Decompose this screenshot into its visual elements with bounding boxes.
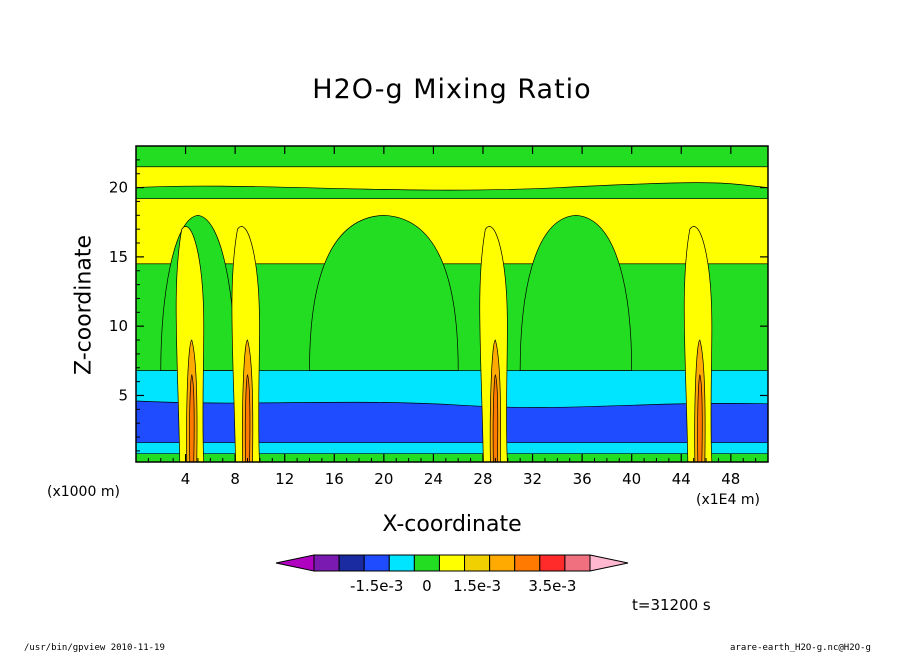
x-tick-label: 4 bbox=[181, 470, 191, 488]
y-axis-label: Z-coordinate bbox=[71, 235, 97, 375]
colorbar-cell bbox=[413, 554, 440, 572]
y-tick-label: 20 bbox=[109, 179, 128, 197]
column-core-3 bbox=[697, 374, 703, 462]
colorbar-cell bbox=[363, 554, 390, 572]
colorbar-label: 3.5e-3 bbox=[528, 577, 576, 595]
x-axis-label: X-coordinate bbox=[382, 512, 522, 537]
y-tick-label: 5 bbox=[118, 386, 128, 404]
x-tick-label: 32 bbox=[523, 470, 542, 488]
x-tick-label: 12 bbox=[275, 470, 294, 488]
column-core-2 bbox=[492, 374, 499, 462]
footer-left: /usr/bin/gpview 2010-11-19 bbox=[24, 643, 165, 653]
x-axis-units: (x1E4 m) bbox=[696, 492, 760, 508]
colorbar-cell bbox=[438, 554, 466, 572]
colorbar-arrow-right bbox=[589, 554, 629, 572]
upper-green-strip bbox=[136, 182, 768, 200]
x-tick-label: 44 bbox=[672, 470, 691, 488]
x-tick-label: 24 bbox=[424, 470, 443, 488]
colorbar-cell bbox=[388, 554, 415, 572]
x-tick-label: 48 bbox=[721, 470, 740, 488]
colorbar-label: 1.5e-3 bbox=[453, 577, 501, 595]
x-tick-label: 40 bbox=[622, 470, 641, 488]
colorbar-label: 0 bbox=[422, 577, 432, 595]
colorbar-label: -1.5e-3 bbox=[350, 577, 403, 595]
colorbar-cell bbox=[489, 554, 516, 572]
y-tick-label: 10 bbox=[109, 317, 128, 335]
colorbar-cell bbox=[313, 554, 340, 572]
x-tick-label: 28 bbox=[473, 470, 492, 488]
green-dome-0 bbox=[309, 214, 459, 371]
colorbar-cell bbox=[464, 554, 491, 572]
y-tick-label: 15 bbox=[109, 248, 128, 266]
x-tick-label: 16 bbox=[325, 470, 344, 488]
colorbar-arrow-left bbox=[275, 554, 315, 572]
x-tick-label: 36 bbox=[573, 470, 592, 488]
colorbar-cell bbox=[539, 554, 566, 572]
column-core-1 bbox=[244, 374, 251, 462]
chart-title: H2O-g Mixing Ratio bbox=[312, 74, 592, 105]
colorbar-cell bbox=[564, 554, 591, 572]
band-blue bbox=[136, 400, 768, 445]
time-label: t=31200 s bbox=[632, 596, 711, 614]
contour-field bbox=[136, 146, 768, 462]
x-tick-label: 20 bbox=[374, 470, 393, 488]
x-tick-label: 8 bbox=[230, 470, 240, 488]
green-dome-1 bbox=[519, 214, 633, 371]
plot-frame bbox=[135, 145, 769, 463]
colorbar-cell bbox=[338, 554, 365, 572]
column-core-0 bbox=[189, 374, 195, 462]
band-green-bottom bbox=[136, 453, 768, 462]
footer-right: arare-earth_H2O-g.nc@H2O-g bbox=[730, 643, 871, 653]
colorbar-cell bbox=[514, 554, 541, 572]
y-axis-units: (x1000 m) bbox=[47, 484, 120, 500]
